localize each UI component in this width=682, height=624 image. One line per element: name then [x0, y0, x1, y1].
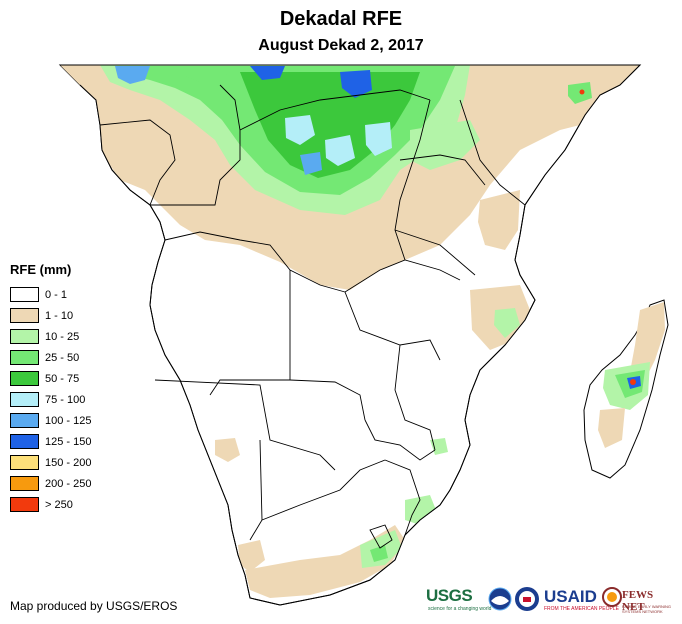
legend-swatch: [10, 371, 39, 386]
legend-label: 100 - 125: [45, 414, 92, 427]
legend-label: 50 - 75: [45, 372, 80, 385]
legend-label: 0 - 1: [45, 288, 68, 301]
legend-label: 25 - 50: [45, 351, 80, 364]
map-legend: RFE (mm) 0 - 1 1 - 10 10 - 25 25 - 50 50 - 7…: [10, 262, 91, 515]
map-credit: Map produced by USGS/EROS: [10, 599, 178, 613]
noaa-logo-icon: [488, 587, 512, 611]
legend-items: 0 - 1 1 - 10 10 - 25 25 - 50 50 - 75 75 - 100…: [10, 284, 91, 515]
legend-swatch: [10, 476, 39, 491]
legend-swatch: [10, 287, 39, 302]
country-borders: [99, 84, 526, 549]
legend-swatch: [10, 413, 39, 428]
legend-swatch: [10, 455, 39, 470]
legend-title: RFE (mm): [10, 262, 72, 277]
legend-label: 1 - 10: [45, 309, 74, 322]
legend-swatch: [10, 392, 39, 407]
fews-net-logo: FEWS NET: [622, 589, 654, 613]
legend-label: 75 - 100: [45, 393, 86, 406]
legend-label: 125 - 150: [45, 435, 92, 448]
legend-swatch: [10, 434, 39, 449]
legend-swatch: [10, 329, 39, 344]
legend-item: 1 - 10: [10, 305, 91, 326]
usgs-logo: USGS: [426, 586, 473, 605]
legend-item: 150 - 200: [10, 452, 91, 473]
usaid-logo: USAID: [544, 587, 597, 606]
legend-swatch: [10, 497, 39, 512]
legend-label: 10 - 25: [45, 330, 80, 343]
legend-swatch: [10, 308, 39, 323]
usaid-seal-icon: [515, 587, 539, 611]
legend-item: 75 - 100: [10, 389, 91, 410]
legend-swatch: [10, 350, 39, 365]
fews-net-globe-icon: [602, 587, 622, 607]
legend-item: 100 - 125: [10, 410, 91, 431]
rainfall-fields: [60, 65, 640, 598]
heavy-rain-cells: [115, 66, 392, 175]
usaid-tagline: FROM THE AMERICAN PEOPLE: [544, 606, 619, 612]
usgs-tagline: science for a changing world: [428, 606, 492, 612]
legend-item: 200 - 250: [10, 473, 91, 494]
legend-item: 25 - 50: [10, 347, 91, 368]
fews-net-tagline: FAMINE EARLY WARNING SYSTEMS NETWORK: [622, 604, 672, 614]
legend-item: > 250: [10, 494, 91, 515]
madagascar-rainfall: [568, 82, 665, 448]
legend-item: 50 - 75: [10, 368, 91, 389]
legend-label: > 250: [45, 498, 73, 511]
agency-logos: USGS science for a changing world USAID …: [426, 584, 676, 616]
legend-label: 200 - 250: [45, 477, 92, 490]
legend-item: 125 - 150: [10, 431, 91, 452]
coastline: [60, 64, 642, 606]
legend-label: 150 - 200: [45, 456, 92, 469]
legend-item: 10 - 25: [10, 326, 91, 347]
map-title: Dekadal RFE: [279, 8, 403, 30]
legend-item: 0 - 1: [10, 284, 91, 305]
map-subtitle: August Dekad 2, 2017: [258, 37, 424, 54]
